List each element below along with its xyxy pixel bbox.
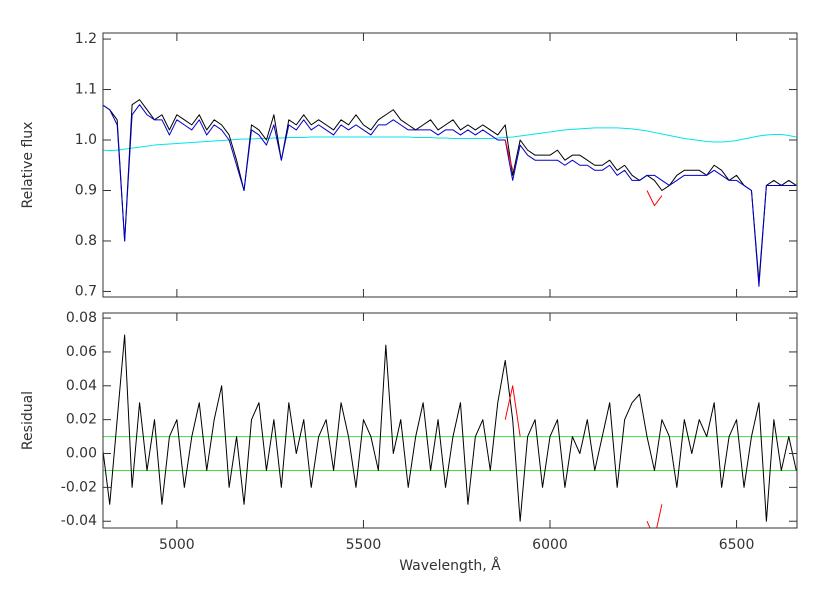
y-tick-label: 0.04: [66, 378, 97, 394]
x-axis-label: Wavelength, Å: [399, 557, 501, 574]
plot-frame: [102, 32, 798, 298]
x-tick-label: 5500: [346, 537, 382, 553]
y-tick-label: -0.04: [61, 513, 97, 529]
series-line: [504, 139, 663, 207]
y-axis-label: Relative flux: [20, 122, 36, 209]
y-tick-label: 0.02: [66, 412, 97, 428]
series-line: [103, 104, 797, 287]
plot-frame: [102, 312, 798, 529]
x-tick-label: 6000: [532, 537, 568, 553]
y-axis-label: Residual: [20, 391, 36, 450]
plot-area: [103, 334, 797, 538]
y-tick-label: 1.1: [75, 82, 97, 98]
y-tick-label: 1.0: [75, 132, 97, 148]
plot-area: [103, 99, 797, 287]
x-tick-label: 6500: [719, 537, 755, 553]
y-tick-label: 0.9: [75, 182, 97, 198]
series-line: [103, 127, 797, 152]
y-tick-label: -0.02: [61, 479, 97, 495]
y-tick-label: 0.00: [66, 446, 97, 462]
y-tick-label: 0.8: [75, 233, 97, 249]
y-tick-label: 0.7: [75, 283, 97, 299]
series-line: [505, 386, 796, 538]
y-tick-label: 0.08: [66, 310, 97, 326]
y-tick-label: 0.06: [66, 344, 97, 360]
y-tick-label: 1.2: [75, 31, 97, 47]
x-tick-label: 5000: [159, 537, 195, 553]
series-line: [103, 334, 797, 522]
series-line: [103, 99, 797, 282]
